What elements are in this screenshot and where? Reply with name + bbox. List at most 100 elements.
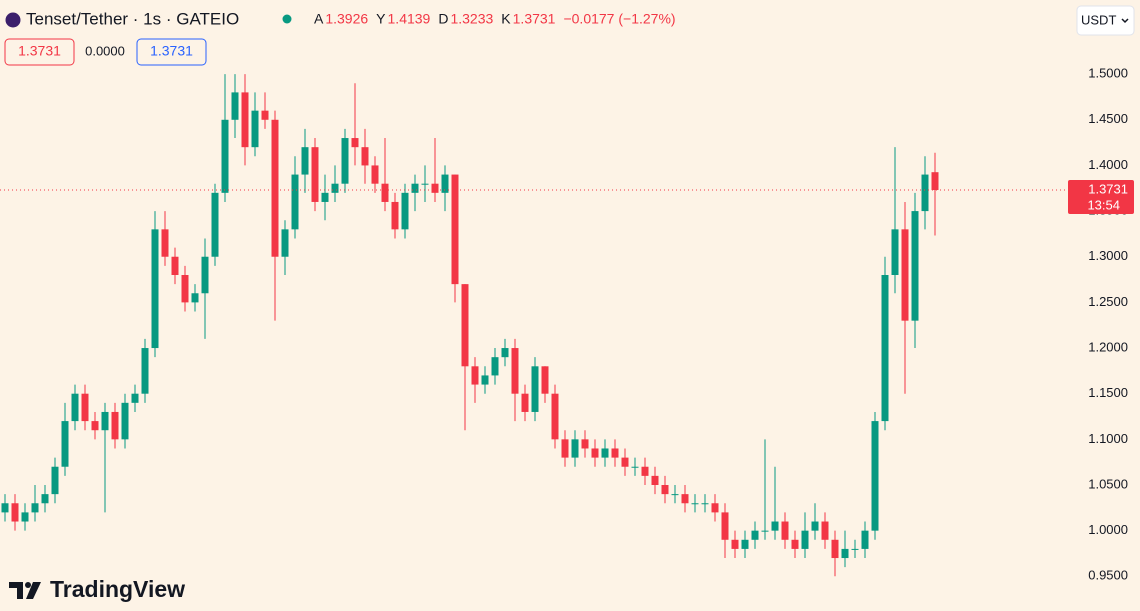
- candle-body: [641, 466, 649, 476]
- dropdown-arrow: [1121, 18, 1129, 24]
- y-tick-label: 1.2000: [1088, 339, 1128, 354]
- indicator-box: [136, 38, 207, 66]
- candle-body: [351, 138, 359, 148]
- last-price-label: 1.3731: [1088, 181, 1128, 196]
- candle-body: [831, 539, 839, 559]
- candle-body: [31, 503, 39, 513]
- brand-logo: [9, 582, 41, 599]
- candle-body: [811, 521, 819, 531]
- candle-body: [881, 275, 889, 422]
- symbol-icon: [5, 12, 21, 28]
- candle-body: [621, 457, 629, 467]
- candle-body: [611, 448, 619, 458]
- candle-body: [561, 439, 569, 458]
- candle-body: [601, 448, 609, 458]
- ohlc-key: Y: [376, 11, 386, 27]
- ohlc-value: 1.3926: [325, 11, 368, 27]
- candle-body: [391, 201, 399, 230]
- candle-body: [301, 147, 309, 175]
- y-tick-label: 1.0000: [1088, 522, 1128, 537]
- y-tick-label: 1.4000: [1088, 157, 1128, 172]
- ohlc-key: K: [501, 11, 511, 27]
- y-tick-label: 0.9500: [1088, 568, 1128, 583]
- ohlc-value: 1.4139: [388, 11, 431, 27]
- candle-body: [801, 530, 809, 549]
- candle-body: [511, 348, 519, 394]
- candle-body: [261, 110, 269, 120]
- candle-body: [531, 366, 539, 412]
- candle-body: [191, 293, 199, 303]
- candle-body: [651, 475, 659, 485]
- candle-body: [11, 503, 19, 522]
- candle-body: [681, 494, 689, 504]
- candle-body: [581, 439, 589, 449]
- candle-body: [671, 494, 679, 496]
- candle-body: [401, 192, 409, 230]
- candle-body: [761, 530, 769, 532]
- y-tick-label: 1.1500: [1088, 385, 1128, 400]
- logo-shape: [9, 582, 23, 599]
- candle-body: [821, 521, 829, 540]
- candle-body: [91, 421, 99, 431]
- ohlc-legend: A 1.3926 Y 1.4139 D 1.3233 K 1.3731 −0.0177 (−1.…: [314, 11, 676, 27]
- candle-body: [81, 393, 89, 422]
- candle-body: [441, 174, 449, 193]
- candle-body: [851, 548, 859, 550]
- candle-body: [381, 183, 389, 202]
- candle-body: [521, 393, 529, 412]
- currency-dropdown[interactable]: [1076, 5, 1135, 36]
- indicator-value: 0.0000: [85, 43, 125, 58]
- candle-body: [251, 110, 259, 148]
- currency-label[interactable]: USDT: [1081, 12, 1116, 27]
- candle-body: [291, 174, 299, 230]
- y-tick-label: 1.5000: [1088, 66, 1128, 81]
- candle-body: [661, 485, 669, 495]
- candle-body: [911, 211, 919, 321]
- indicator-value: 1.3731: [18, 43, 61, 59]
- indicator-box: [4, 38, 75, 66]
- candle-body: [551, 393, 559, 440]
- candle-body: [371, 165, 379, 184]
- candle-body: [931, 172, 939, 190]
- ohlc-value: 1.3731: [513, 11, 556, 27]
- candle-body: [51, 466, 59, 495]
- candle-body: [181, 275, 189, 303]
- candle-body: [361, 147, 369, 166]
- candle-body: [751, 530, 759, 540]
- candle-body: [421, 183, 429, 185]
- price-change: −0.0177 (−1.27%): [563, 11, 675, 27]
- ohlc-key: D: [438, 11, 448, 27]
- candle-body: [731, 539, 739, 549]
- y-tick-label: 1.2500: [1088, 294, 1128, 309]
- candle-body: [111, 411, 119, 440]
- indicator-value: 1.3731: [150, 43, 193, 59]
- candle-body: [201, 256, 209, 294]
- candle-body: [501, 348, 509, 358]
- candle-body: [171, 256, 179, 275]
- candle-body: [331, 183, 339, 193]
- y-tick-label: 1.1000: [1088, 431, 1128, 446]
- candle-body: [41, 494, 49, 504]
- candle-body: [101, 411, 109, 431]
- candle-body: [271, 119, 279, 257]
- candle-body: [841, 548, 849, 559]
- candle-body: [321, 192, 329, 202]
- candle-body: [131, 393, 139, 403]
- logo-shape: [25, 582, 31, 588]
- brand-name: TradingView: [50, 576, 185, 602]
- candle-body: [891, 229, 899, 275]
- candle-body: [431, 183, 439, 193]
- candle-body: [471, 366, 479, 385]
- candle-body: [491, 357, 499, 376]
- candle-body: [141, 348, 149, 394]
- ohlc-value: 1.3233: [450, 11, 493, 27]
- candle-body: [151, 229, 159, 349]
- candle-body: [741, 539, 749, 549]
- bar-countdown: 13:54: [1087, 197, 1120, 212]
- candle-body: [21, 512, 29, 522]
- candle-body: [781, 521, 789, 540]
- candle-body: [691, 503, 699, 505]
- candle-body: [791, 539, 799, 549]
